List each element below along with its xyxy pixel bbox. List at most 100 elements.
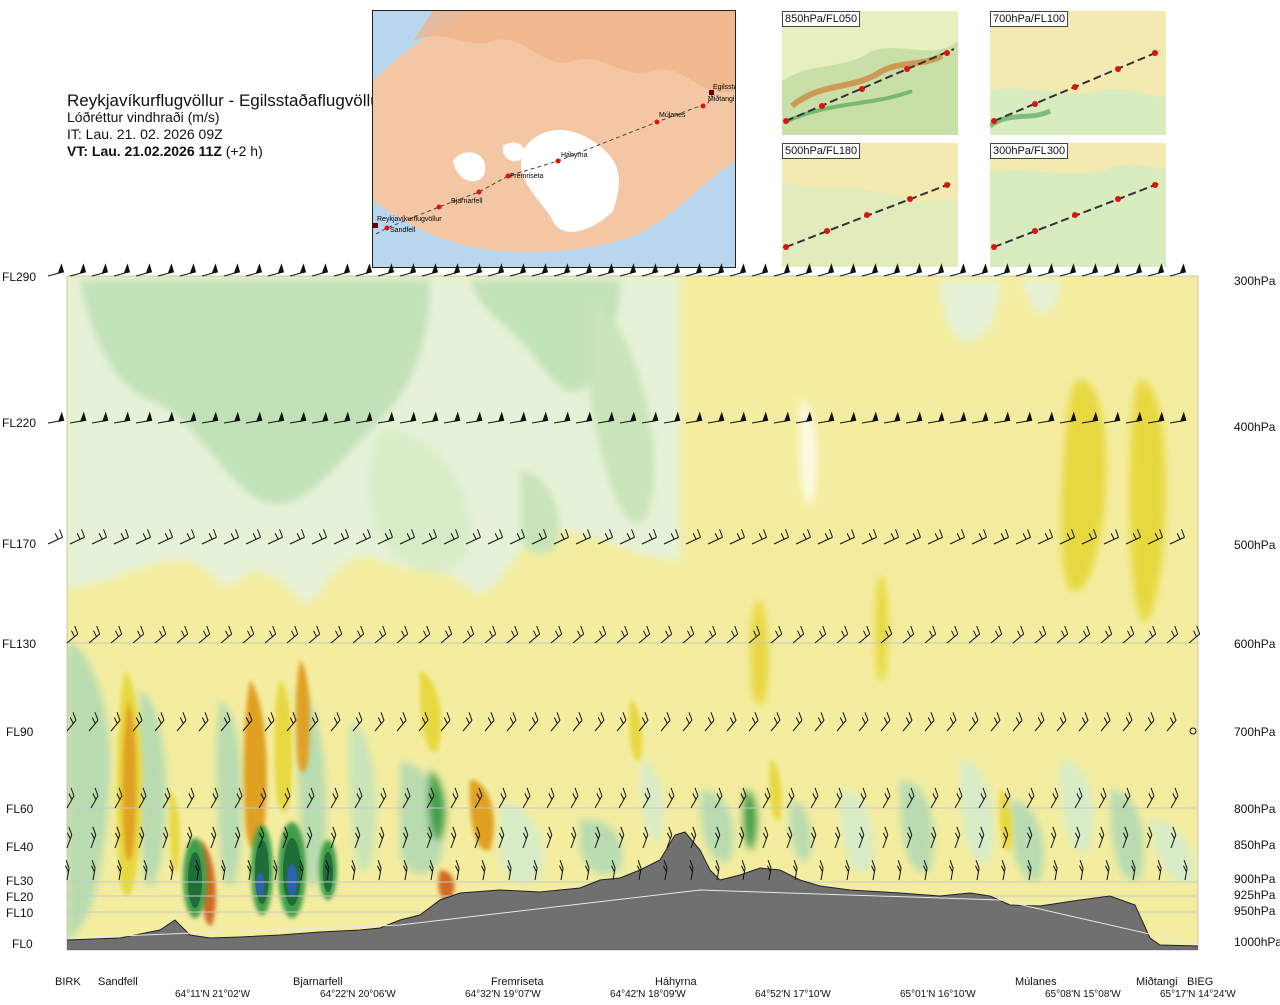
- wind-barb-feather: [358, 712, 363, 721]
- wind-barb-flag: [299, 411, 307, 422]
- wind-barb: [506, 625, 519, 644]
- wind-barb-feather: [604, 533, 609, 540]
- wind-barb-shaft: [1056, 719, 1067, 732]
- wind-barb-shaft: [682, 719, 693, 732]
- wind-barb: [506, 712, 517, 732]
- wind-barb: [474, 826, 481, 849]
- wind-barb-flag: [739, 263, 747, 274]
- wind-barb-shaft: [714, 834, 721, 849]
- wind-barb-feather: [668, 625, 673, 635]
- wind-barb-feather: [952, 712, 957, 721]
- wind-barb-feather: [308, 826, 313, 836]
- wind-barb-feather: [142, 787, 147, 797]
- wind-barb: [450, 787, 459, 809]
- wind-barb-shaft: [88, 633, 101, 644]
- wind-barb-feather: [68, 826, 73, 836]
- wind-barb: [817, 411, 835, 424]
- wind-barb-feather: [212, 793, 217, 800]
- wind-barb: [641, 529, 657, 545]
- hpa-label-600: 600hPa: [1234, 637, 1276, 651]
- wind-barb: [793, 860, 798, 881]
- wind-barb-feather: [863, 630, 867, 637]
- wind-barb-feather: [225, 630, 229, 637]
- wind-barb: [487, 411, 505, 424]
- wind-barb: [690, 826, 697, 849]
- hpa-label-400: 400hPa: [1234, 420, 1276, 434]
- wind-barb: [619, 529, 635, 545]
- wind-barb-feather: [164, 533, 169, 540]
- wind-barb-shaft: [1100, 633, 1113, 644]
- wind-barb-feather: [555, 630, 559, 637]
- wind-barb: [377, 411, 395, 424]
- wind-barb-shaft: [132, 633, 145, 644]
- wind-barb: [767, 860, 772, 881]
- wind-barb: [443, 263, 461, 277]
- wind-barb-feather: [1030, 787, 1035, 797]
- wind-barb-feather: [191, 529, 195, 538]
- wind-barb-feather: [715, 865, 719, 872]
- wind-barb-feather: [871, 865, 875, 872]
- wind-barb-feather: [116, 793, 121, 800]
- wind-barb-feather: [1086, 625, 1091, 635]
- wind-barb-feather: [270, 712, 275, 721]
- wind-barb: [399, 263, 417, 277]
- wind-barb-shaft: [902, 633, 915, 644]
- wind-barb-feather: [531, 717, 536, 724]
- wind-barb-shaft: [660, 633, 673, 644]
- wind-barb: [1015, 529, 1031, 545]
- wind-barb-feather: [1130, 625, 1135, 635]
- wind-barb: [308, 625, 321, 644]
- wind-barb-flag: [321, 263, 329, 274]
- wind-barb-shaft: [66, 868, 70, 881]
- wind-barb-feather: [1148, 826, 1153, 836]
- wind-barb-shaft: [162, 834, 169, 849]
- wind-barb-feather: [846, 533, 851, 540]
- wind-barb-feather: [884, 826, 889, 836]
- wind-barb: [1037, 529, 1053, 545]
- wind-barb-shaft: [546, 795, 555, 809]
- wind-barb-shaft: [118, 868, 122, 881]
- wind-barb-feather: [118, 787, 123, 797]
- wind-barb: [1170, 826, 1177, 849]
- wind-barb-flag: [1179, 411, 1187, 422]
- wind-barb-feather: [690, 625, 695, 635]
- wind-barb-feather: [450, 832, 455, 840]
- wind-barb: [924, 712, 935, 732]
- wind-barb: [440, 625, 453, 644]
- wind-barb-feather: [354, 832, 359, 840]
- wind-barb-feather: [72, 712, 77, 721]
- wind-barb-feather: [524, 826, 529, 836]
- wind-barb-feather: [92, 793, 97, 800]
- wind-barb: [570, 826, 577, 849]
- wind-barb-feather: [357, 630, 361, 637]
- wind-barb-flag: [893, 263, 901, 274]
- wind-barb-feather: [1037, 717, 1042, 724]
- wind-barb-feather: [1102, 787, 1107, 797]
- wind-barb-feather: [864, 712, 869, 721]
- wind-barb: [861, 411, 879, 424]
- wind-barb-shaft: [770, 633, 783, 644]
- wind-barb-shaft: [1012, 719, 1023, 732]
- wind-barb-feather: [910, 625, 915, 635]
- wind-barb-shaft: [484, 719, 495, 732]
- wind-barb: [902, 712, 913, 732]
- wind-barb-feather: [742, 787, 747, 797]
- map-label-hahyrna: Háhyrna: [561, 152, 588, 159]
- wind-barb-feather: [939, 529, 943, 538]
- wind-barb-feather: [980, 793, 985, 800]
- wind-barb-feather: [932, 793, 937, 800]
- wind-barb-shaft: [1144, 719, 1155, 732]
- wind-barb-feather: [351, 860, 356, 869]
- wind-barb-feather: [930, 832, 935, 840]
- wind-barb-feather: [65, 860, 70, 869]
- wind-barb-shaft: [378, 795, 387, 809]
- wind-barb: [396, 625, 409, 644]
- wind-barb-feather: [382, 625, 387, 635]
- wind-barb-feather: [470, 625, 475, 635]
- wind-barb-flag: [629, 411, 637, 422]
- wind-barb-feather: [465, 717, 470, 724]
- wind-barb-feather: [403, 860, 408, 869]
- wind-barb: [553, 529, 569, 545]
- wind-barb: [47, 529, 63, 545]
- wind-barb-feather: [258, 832, 263, 840]
